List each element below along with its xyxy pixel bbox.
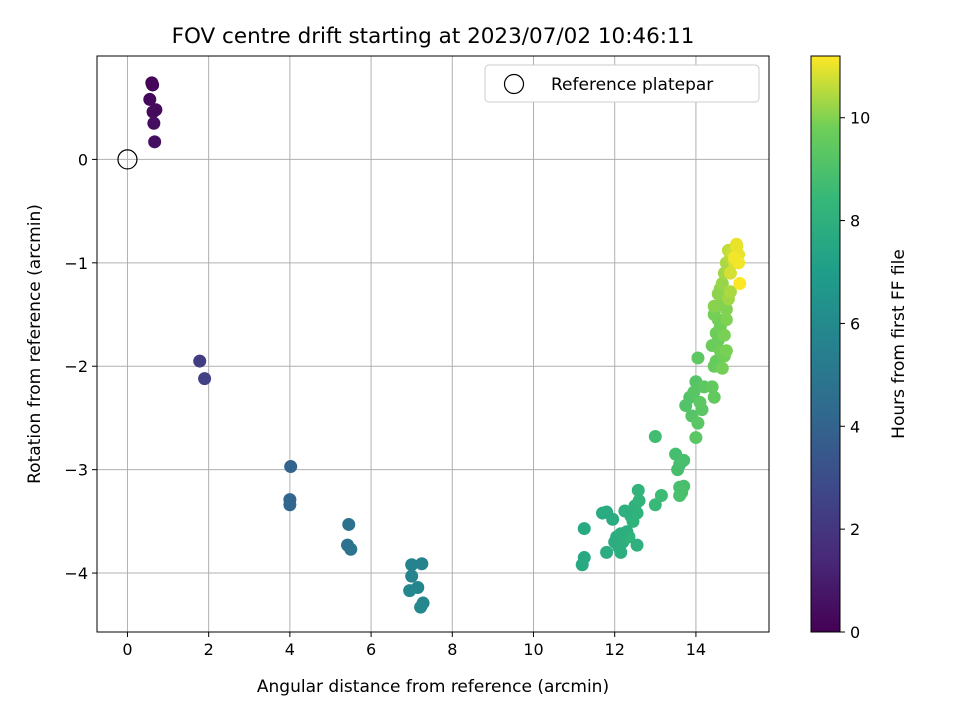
scatter-point xyxy=(719,344,733,358)
reference-point xyxy=(117,149,138,170)
chart-title: FOV centre drift starting at 2023/07/02 … xyxy=(172,24,695,49)
plot-frame xyxy=(96,55,770,633)
scatter-point xyxy=(148,135,162,149)
scatter-point xyxy=(707,390,721,404)
scatter-point xyxy=(723,285,737,299)
colorbar-tick-label: 2 xyxy=(850,520,860,539)
scatter-point xyxy=(147,116,161,130)
scatter-point xyxy=(193,354,207,368)
scatter-point xyxy=(715,361,729,375)
colorbar-tick-label: 0 xyxy=(850,623,860,642)
scatter-point xyxy=(614,545,628,559)
scatter-points xyxy=(143,76,747,614)
legend-marker xyxy=(503,73,525,95)
scatter-point xyxy=(405,569,419,583)
y-tick-label: −4 xyxy=(64,564,88,583)
colorbar-tick-label: 6 xyxy=(850,314,860,333)
colorbar-tick-label: 8 xyxy=(850,212,860,231)
x-tick-label: 4 xyxy=(285,640,295,659)
legend-label: Reference platepar xyxy=(551,75,713,95)
x-tick-label: 6 xyxy=(366,640,376,659)
colorbar-tick-label: 4 xyxy=(850,417,860,436)
scatter-point xyxy=(614,527,628,541)
scatter-point xyxy=(415,557,429,571)
scatter-point xyxy=(575,558,589,572)
scatter-point xyxy=(693,395,707,409)
scatter-point xyxy=(198,372,212,386)
scatter-point xyxy=(717,328,731,342)
scatter-point xyxy=(715,277,729,291)
scatter-point xyxy=(577,522,591,536)
scatter-point xyxy=(677,453,691,467)
scatter-point xyxy=(671,463,685,477)
x-tick-label: 10 xyxy=(523,640,543,659)
scatter-point xyxy=(283,498,297,512)
scatter-point xyxy=(632,494,646,508)
y-tick-label: −2 xyxy=(64,357,88,376)
scatter-point xyxy=(403,584,417,598)
x-tick-label: 12 xyxy=(605,640,625,659)
scatter-point xyxy=(284,460,298,474)
x-tick-label: 0 xyxy=(122,640,132,659)
scatter-point xyxy=(727,251,741,265)
colorbar: 0 2 4 6 8 10 Hours from first FF file xyxy=(810,55,909,642)
scatter-point xyxy=(654,488,668,502)
grid-lines xyxy=(97,56,769,632)
scatter-point xyxy=(606,512,620,526)
scatter-point xyxy=(143,92,157,106)
y-axis-ticks: 0 −1 −2 −3 −4 xyxy=(64,150,97,583)
colorbar-gradient xyxy=(810,55,841,633)
scatter-point xyxy=(342,517,356,531)
scatter-point xyxy=(707,299,721,313)
scatter-point xyxy=(630,538,644,552)
scatter-point xyxy=(730,237,744,251)
x-tick-label: 2 xyxy=(204,640,214,659)
scatter-point xyxy=(691,416,705,430)
scatter-point xyxy=(648,430,662,444)
scatter-point xyxy=(705,380,719,394)
scatter-point xyxy=(719,313,733,327)
scatter-point xyxy=(733,277,747,291)
scatter-point xyxy=(687,385,701,399)
scatter-point xyxy=(689,431,703,445)
scatter-point xyxy=(146,105,160,119)
scatter-point xyxy=(675,485,689,499)
scatter-point xyxy=(146,78,160,92)
x-tick-label: 8 xyxy=(447,640,457,659)
scatter-point xyxy=(344,542,358,556)
x-axis-ticks: 0 2 4 6 8 10 12 14 xyxy=(122,632,706,659)
colorbar-ticks: 0 2 4 6 8 10 xyxy=(840,109,870,642)
x-tick-label: 14 xyxy=(686,640,706,659)
colorbar-label: Hours from first FF file xyxy=(889,249,909,439)
scatter-point xyxy=(414,600,428,614)
y-tick-label: −1 xyxy=(64,254,88,273)
scatter-point xyxy=(648,498,662,512)
y-tick-label: −3 xyxy=(64,461,88,480)
y-axis-label: Rotation from reference (arcmin) xyxy=(25,204,45,484)
scatter-point xyxy=(691,351,705,365)
legend-box xyxy=(484,64,760,103)
legend: Reference platepar xyxy=(484,64,760,103)
colorbar-tick-label: 10 xyxy=(850,109,870,128)
scatter-point xyxy=(723,266,737,280)
scatter-point xyxy=(631,483,645,497)
y-tick-label: 0 xyxy=(78,150,88,169)
x-axis-label: Angular distance from reference (arcmin) xyxy=(257,677,609,697)
scatter-point xyxy=(626,514,640,528)
scatter-point xyxy=(405,558,419,572)
scatter-point xyxy=(600,545,614,559)
